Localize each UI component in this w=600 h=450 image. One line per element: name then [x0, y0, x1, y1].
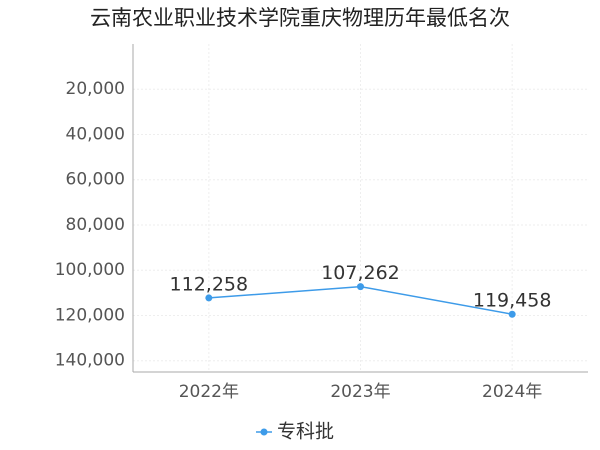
x-tick-label: 2024年	[482, 382, 542, 402]
y-tick-label: 20,000	[66, 79, 125, 99]
legend-marker	[260, 428, 268, 436]
data-label: 107,262	[321, 262, 400, 284]
data-point	[205, 294, 213, 302]
legend-label: 专科批	[277, 421, 334, 443]
y-tick-label: 80,000	[66, 215, 125, 235]
y-tick-label: 100,000	[55, 260, 125, 280]
y-tick-label: 120,000	[55, 305, 125, 325]
chart-title: 云南农业职业技术学院重庆物理历年最低名次	[90, 6, 510, 30]
data-point	[357, 283, 364, 291]
data-label: 119,458	[473, 290, 552, 312]
x-tick-label: 2023年	[330, 382, 390, 402]
data-point	[508, 310, 516, 318]
data-label: 112,258	[170, 273, 249, 295]
y-tick-label: 40,000	[66, 124, 125, 144]
y-tick-label: 60,000	[66, 170, 125, 190]
x-tick-label: 2022年	[179, 382, 239, 402]
y-tick-label: 140,000	[55, 351, 125, 371]
